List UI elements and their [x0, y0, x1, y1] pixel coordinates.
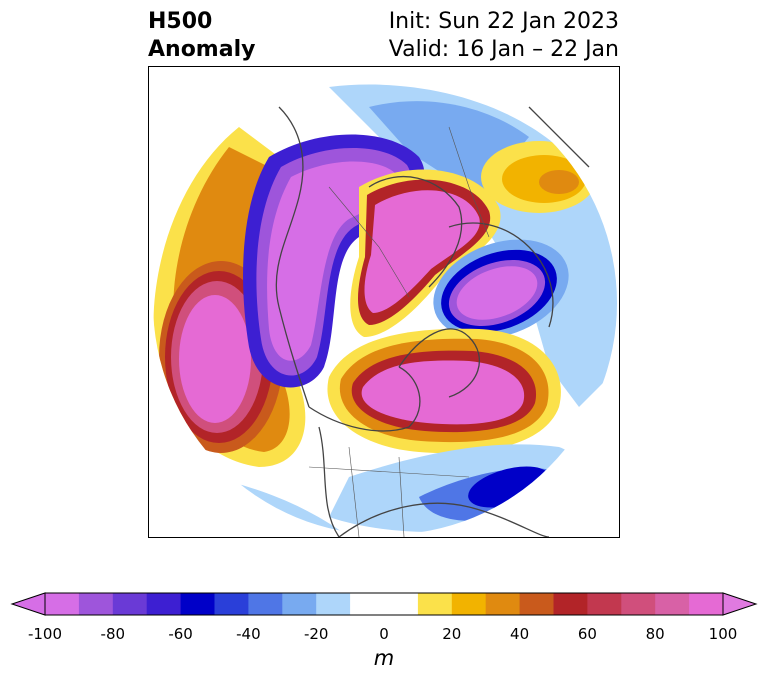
colorbar-segment	[180, 593, 215, 615]
init-date: Init: Sun 22 Jan 2023	[388, 9, 619, 34]
colorbar	[10, 592, 758, 616]
chart-subtitle: Init: Sun 22 Jan 2023 Valid: 16 Jan – 22…	[389, 8, 619, 64]
title-field: Anomaly	[148, 37, 256, 62]
colorbar-segment	[282, 593, 317, 615]
colorbar-tick-label: 20	[442, 625, 462, 643]
anomaly-map	[153, 71, 617, 537]
colorbar-segment	[621, 593, 656, 615]
colorbar-segment	[45, 593, 80, 615]
colorbar-tick-label: -100	[27, 625, 63, 643]
colorbar-units: m	[373, 646, 395, 670]
colorbar-tick-label: 40	[510, 625, 530, 643]
colorbar-outline	[44, 592, 724, 616]
title-variable: H500	[148, 9, 213, 34]
colorbar-extend-max	[722, 592, 758, 616]
colorbar-segment	[350, 593, 385, 615]
colorbar-segment	[519, 593, 554, 615]
colorbar-segment	[553, 593, 588, 615]
colorbar-segment	[485, 593, 521, 615]
colorbar-segment	[78, 593, 114, 615]
colorbar-tick-label: -20	[303, 625, 329, 643]
colorbar-segment	[112, 593, 148, 615]
colorbar-segment	[689, 593, 724, 615]
colorbar-segment	[655, 593, 690, 615]
colorbar-tick-label: 0	[379, 625, 389, 643]
chart-title: H500 Anomaly	[148, 8, 255, 64]
colorbar-extend-min	[10, 592, 46, 616]
colorbar-tick-label: 100	[708, 625, 738, 643]
colorbar-segment	[384, 593, 419, 615]
colorbar-tick-label: -40	[236, 625, 261, 643]
anomaly-field	[153, 71, 617, 535]
colorbar-segment	[451, 593, 487, 615]
map-panel	[148, 66, 620, 538]
colorbar-segment	[417, 593, 453, 615]
colorbar-segment	[248, 593, 283, 615]
colorbar-segment	[214, 593, 249, 615]
borders	[308, 126, 490, 537]
colorbar-tick-label: -60	[168, 625, 193, 643]
valid-range: Valid: 16 Jan – 22 Jan	[388, 37, 619, 62]
colorbar-segment	[146, 593, 182, 615]
colorbar-tick-label: 80	[645, 625, 665, 643]
colorbar-tick-label: -80	[100, 625, 126, 643]
colorbar-segment	[587, 593, 622, 615]
colorbar-segment	[316, 593, 351, 615]
coastlines	[275, 106, 590, 537]
colorbar-segments	[10, 592, 758, 616]
colorbar-tick-label: 60	[577, 625, 597, 643]
